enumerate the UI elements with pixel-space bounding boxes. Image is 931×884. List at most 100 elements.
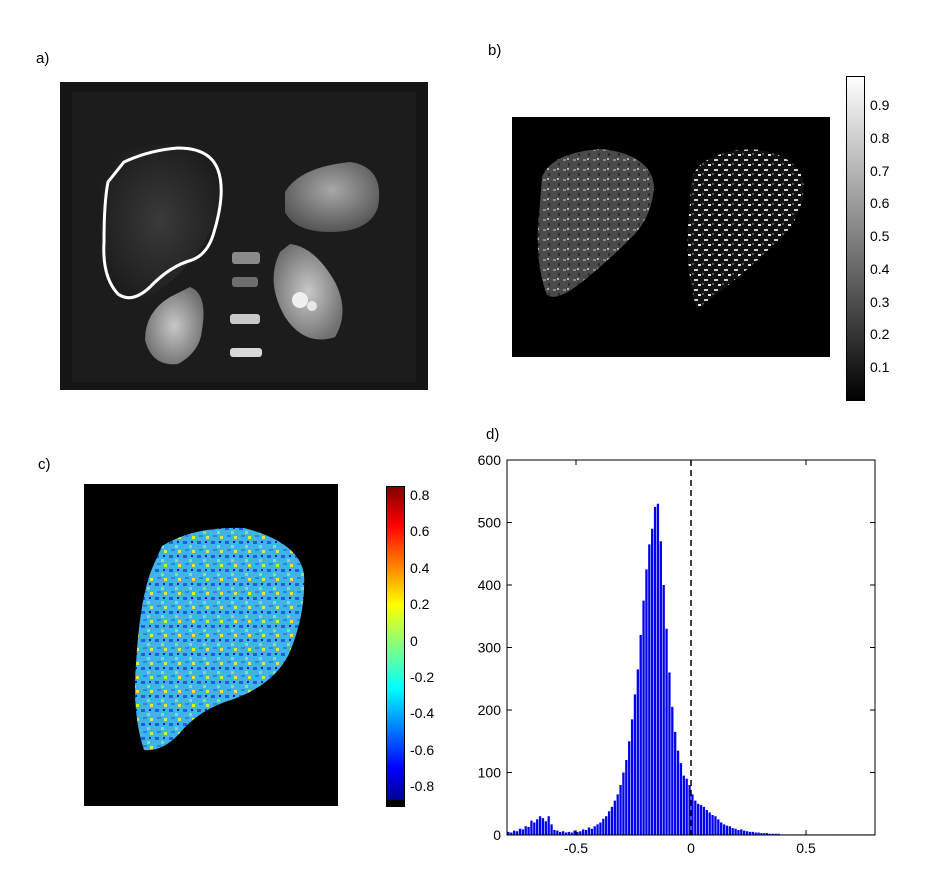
roi-outline: [102, 146, 223, 300]
histogram-bar: [559, 831, 562, 835]
histogram-bar: [725, 825, 729, 835]
gray-colorbar-tick-label: 0.4: [870, 260, 890, 277]
histogram-bar: [708, 812, 711, 835]
histogram-bar: [570, 832, 573, 835]
histogram-bar: [567, 831, 570, 835]
histogram-bar: [605, 816, 608, 835]
histogram-bar: [622, 772, 625, 835]
histogram-bar: [691, 794, 694, 835]
gray-colorbar-tick-label: 0.5: [870, 228, 890, 244]
histogram-bar: [590, 828, 593, 835]
histogram-bar: [717, 819, 720, 835]
histogram-bar: [507, 831, 510, 835]
y-tick-label: 400: [478, 577, 502, 593]
y-tick-label: 500: [478, 515, 502, 531]
histogram-axes-box: [506, 459, 876, 836]
histogram-bar: [757, 832, 760, 835]
histogram-bar: [616, 794, 619, 835]
histogram-bar: [628, 741, 631, 835]
panel-label-d: d): [486, 426, 500, 443]
y-tick-label: 300: [478, 640, 502, 656]
panel-label-a: a): [36, 50, 50, 67]
histogram-bar: [550, 824, 553, 835]
jet-colorbar-tick-label: -0.6: [410, 741, 435, 758]
histogram-bar: [564, 832, 568, 835]
histogram-bar: [711, 815, 714, 835]
histogram-bar: [665, 628, 668, 835]
y-tick-label: 0: [493, 827, 501, 843]
histogram-bar: [760, 833, 763, 835]
histogram-bar: [561, 831, 565, 835]
histogram-bar: [734, 828, 737, 835]
histogram-bar: [610, 806, 614, 835]
histogram-bar: [659, 541, 662, 835]
histogram-bar: [625, 760, 628, 835]
panel-label-c: c): [38, 456, 51, 473]
histogram-bar: [553, 830, 556, 835]
gray-colorbar-tick-label: 0.3: [870, 293, 890, 310]
histogram-bar: [679, 763, 683, 835]
histogram-bar: [668, 672, 671, 835]
histogram-bar: [524, 826, 527, 835]
x-tick-label: 0: [687, 840, 695, 856]
histogram-bar: [671, 706, 674, 835]
histogram-bar: [527, 826, 530, 835]
jet-colorbar-tick-label: 0.6: [410, 523, 430, 540]
histogram-bar: [694, 800, 697, 835]
gray-colorbar-tick-label: 0.9: [870, 97, 890, 113]
histogram-bar: [743, 830, 746, 835]
histogram-bar: [651, 528, 654, 835]
histogram-bar: [688, 785, 691, 835]
histogram-bar: [587, 827, 591, 835]
histogram-bar: [656, 503, 660, 835]
histogram-bar: [748, 831, 752, 835]
mri-coronal-image: [60, 82, 428, 390]
histogram-bar: [521, 829, 524, 835]
gray-colorbar-tick-label: 0.1: [870, 359, 890, 375]
histogram-bar: [774, 833, 777, 835]
mri-coronal-svg: [60, 82, 428, 390]
x-tick-label: -0.5: [564, 840, 588, 856]
histogram-bar: [510, 832, 513, 835]
histogram-bar: [714, 816, 717, 835]
histogram-bar: [740, 829, 743, 835]
histogram-bar: [544, 821, 547, 835]
histogram-bar: [699, 805, 703, 835]
histogram-bar: [582, 829, 585, 835]
correlation-map-svg: [84, 484, 338, 806]
histogram-bar: [768, 833, 772, 835]
histogram-bar: [745, 831, 749, 835]
histogram-bar: [584, 830, 588, 835]
histogram-bar: [639, 635, 642, 835]
histogram-bar: [533, 822, 536, 835]
histogram-bar: [777, 833, 780, 835]
gray-colorbar-tick-label: 0.7: [870, 162, 890, 179]
histogram-bar: [720, 822, 723, 835]
jet-colorbar-tick-label: 0.2: [410, 596, 430, 613]
histogram-bar: [633, 694, 637, 835]
histogram-bar: [518, 828, 522, 835]
histogram-bar: [766, 833, 769, 835]
histogram-bar: [763, 833, 766, 835]
histogram-bar: [697, 803, 700, 835]
gray-colorbar-tick-label: 0.8: [870, 129, 890, 146]
histogram-bar: [538, 816, 542, 835]
histogram-bar: [645, 569, 648, 835]
correlation-map-image: [84, 484, 338, 806]
histogram-bar: [547, 816, 550, 835]
histogram-bar: [630, 719, 634, 835]
histogram-bar: [619, 785, 622, 835]
jet-colorbar-tick-label: 0.4: [410, 559, 430, 576]
parameter-maps-svg: [512, 117, 830, 357]
panel-label-b: b): [488, 42, 502, 59]
jet-colorbar: [386, 486, 405, 807]
histogram-bar: [737, 830, 740, 835]
histogram-bar: [751, 831, 754, 835]
histogram-bar: [674, 731, 677, 835]
y-tick-label: 200: [478, 702, 502, 718]
jet-colorbar-tick-label: -0.8: [410, 778, 435, 794]
histogram-bar: [705, 810, 708, 835]
histogram-bar: [702, 806, 706, 835]
histogram-bar: [728, 826, 731, 835]
histogram-bar: [596, 824, 599, 835]
